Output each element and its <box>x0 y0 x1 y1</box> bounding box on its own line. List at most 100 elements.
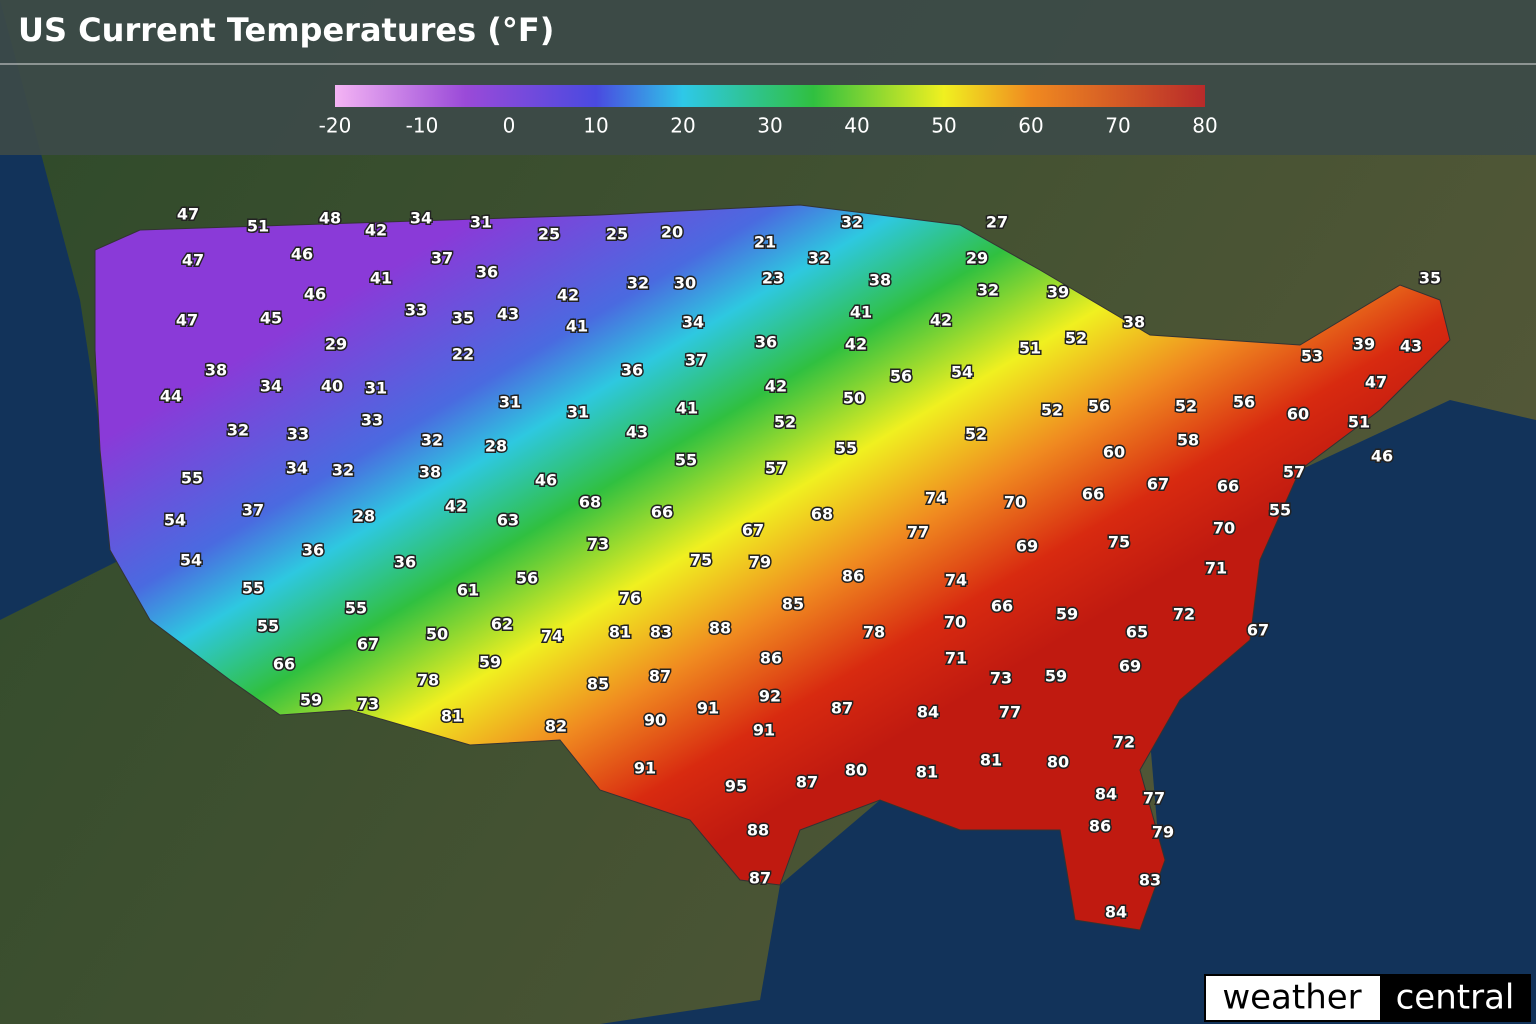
temperature-label: 80 <box>1047 753 1069 772</box>
temperature-label: 56 <box>1233 393 1255 412</box>
temperature-label: 73 <box>357 695 379 714</box>
legend-ticks: -20 -10 0 10 20 30 40 50 60 70 80 <box>319 114 1218 138</box>
temperature-label: 43 <box>497 305 519 324</box>
temperature-label: 42 <box>765 377 787 396</box>
temperature-label: 33 <box>405 301 427 320</box>
temperature-label: 55 <box>835 439 857 458</box>
temperature-label: 80 <box>845 761 867 780</box>
temperature-label: 36 <box>476 263 498 282</box>
temperature-label: 41 <box>566 317 588 336</box>
temperature-label: 32 <box>627 274 649 293</box>
temperature-label: 87 <box>831 699 853 718</box>
temperature-label: 31 <box>365 379 387 398</box>
temperature-label: 38 <box>869 271 891 290</box>
temperature-label: 87 <box>649 667 671 686</box>
temperature-label: 59 <box>300 691 322 710</box>
temperature-label: 82 <box>545 717 567 736</box>
temperature-label: 50 <box>426 625 448 644</box>
temperature-label: 77 <box>999 703 1021 722</box>
temperature-label: 67 <box>357 635 379 654</box>
temperature-label: 38 <box>205 361 227 380</box>
temperature-label: 81 <box>609 623 631 642</box>
temperature-label: 37 <box>431 249 453 268</box>
temperature-label: 91 <box>634 759 656 778</box>
temperature-label: 71 <box>945 649 967 668</box>
temperature-label: 66 <box>651 503 673 522</box>
temperature-label: 42 <box>930 311 952 330</box>
temperature-label: 34 <box>682 313 704 332</box>
temperature-label: 86 <box>1089 817 1111 836</box>
temperature-label: 67 <box>1147 475 1169 494</box>
temperature-label: 87 <box>749 869 771 888</box>
temperature-label: 51 <box>1019 339 1041 358</box>
temperature-label: 75 <box>1108 533 1130 552</box>
temperature-label: 31 <box>470 213 492 232</box>
temperature-label: 38 <box>419 463 441 482</box>
temperature-label: 73 <box>990 669 1012 688</box>
logo-dark <box>1380 975 1530 1021</box>
temperature-label: 78 <box>863 623 885 642</box>
temperature-label: 55 <box>675 451 697 470</box>
temperature-label: 83 <box>1139 871 1161 890</box>
temperature-label: 43 <box>626 423 648 442</box>
temperature-labels: 47 51 48 42 34 31 25 25 20 21 32 27 47 46 41 37 36 42 32 30… <box>158 203 1442 923</box>
legend-tick-label: 60 <box>1018 114 1043 138</box>
temperature-label: 28 <box>485 437 507 456</box>
title: US Current Temperatures (°F) <box>18 11 554 49</box>
temperature-label: 37 <box>685 351 707 370</box>
temperature-label: 29 <box>966 249 988 268</box>
temperature-label: 77 <box>907 523 929 542</box>
temperature-label: 68 <box>579 493 601 512</box>
temperature-label: 32 <box>332 461 354 480</box>
temperature-label: 60 <box>1103 443 1125 462</box>
temperature-label: 74 <box>925 489 947 508</box>
temperature-label: 92 <box>759 687 781 706</box>
temperature-label: 36 <box>394 553 416 572</box>
temperature-label: 46 <box>291 245 313 264</box>
legend-tick-label: -20 <box>319 114 352 138</box>
temperature-label: 32 <box>808 249 830 268</box>
temperature-label: 36 <box>302 541 324 560</box>
temperature-label: 52 <box>1041 401 1063 420</box>
temperature-label: 95 <box>725 777 747 796</box>
temperature-label: 59 <box>479 653 501 672</box>
temperature-label: 46 <box>535 471 557 490</box>
temperature-label: 47 <box>176 311 198 330</box>
color-bar <box>335 85 1205 107</box>
temperature-label: 45 <box>260 309 282 328</box>
legend-tick-label: 50 <box>931 114 956 138</box>
temperature-label: 87 <box>796 773 818 792</box>
temperature-label: 70 <box>1004 493 1026 512</box>
temperature-label: 71 <box>1205 559 1227 578</box>
temperature-label: 56 <box>516 569 538 588</box>
temperature-label: 31 <box>567 403 589 422</box>
temperature-label: 63 <box>497 511 519 530</box>
temperature-label: 33 <box>287 425 309 444</box>
temperature-label: 41 <box>370 269 392 288</box>
temperature-label: 37 <box>242 501 264 520</box>
temperature-label: 28 <box>353 507 375 526</box>
temperature-label: 74 <box>541 627 563 646</box>
temperature-label: 39 <box>1047 283 1069 302</box>
temperature-label: 56 <box>1088 397 1110 416</box>
legend-tick-label: 80 <box>1192 114 1217 138</box>
temperature-label: 20 <box>661 223 683 242</box>
temperature-label: 36 <box>621 361 643 380</box>
temperature-label: 52 <box>1175 397 1197 416</box>
temperature-label: 46 <box>1371 447 1393 466</box>
temperature-label: 66 <box>991 597 1013 616</box>
temperature-label: 85 <box>782 595 804 614</box>
temperature-label: 72 <box>1173 605 1195 624</box>
temperature-label: 70 <box>944 613 966 632</box>
temperature-label: 31 <box>499 393 521 412</box>
temperature-label: 47 <box>1365 373 1387 392</box>
temperature-label: 72 <box>1113 733 1135 752</box>
temperature-label: 90 <box>644 711 666 730</box>
temperature-label: 59 <box>1056 605 1078 624</box>
temperature-label: 51 <box>1348 413 1370 432</box>
temperature-label: 84 <box>1105 903 1127 922</box>
temperature-label: 65 <box>1126 623 1148 642</box>
temperature-label: 60 <box>1287 405 1309 424</box>
